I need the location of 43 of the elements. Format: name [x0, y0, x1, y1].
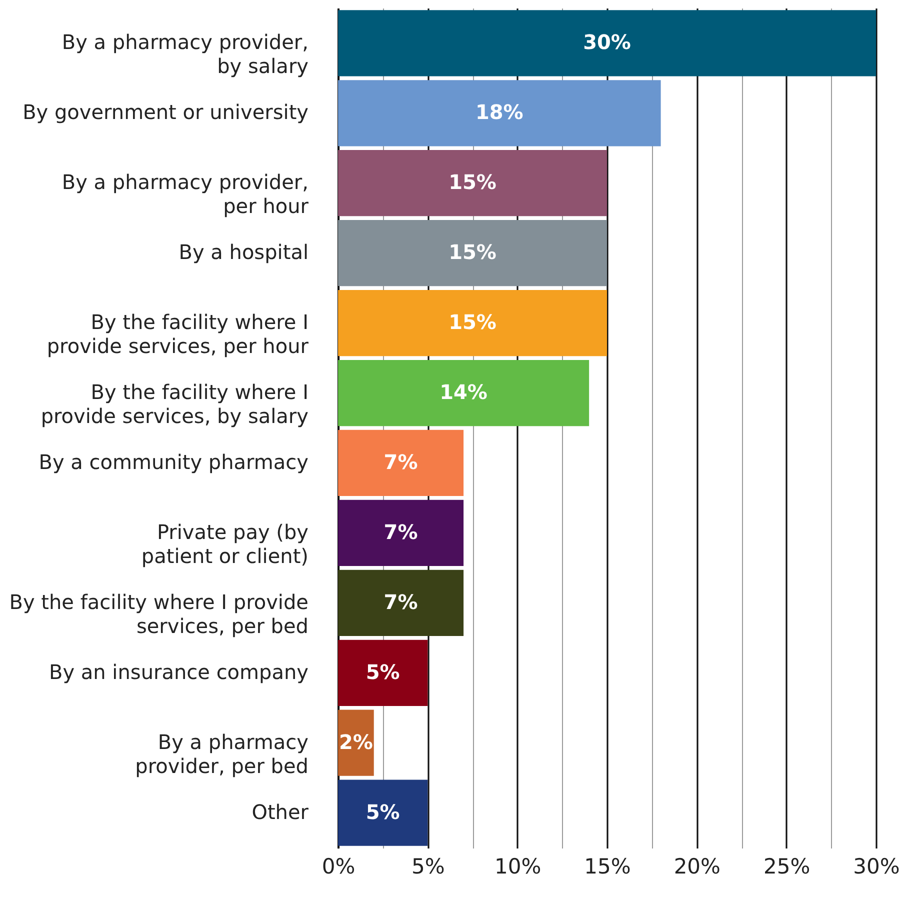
y-tick-label: By the facility where I provide services, per hour: [46, 310, 310, 358]
x-tick-label: 10%: [494, 854, 542, 878]
bar: [338, 80, 661, 146]
y-tick-label: By the facility where I provide services, by salary: [40, 380, 309, 428]
data-label: 15%: [448, 310, 496, 334]
data-label: 7%: [384, 450, 418, 474]
data-label: 5%: [366, 800, 400, 824]
y-tick-label: By an insurance company: [48, 660, 309, 684]
y-tick-label: Private pay (by patient or client): [141, 520, 309, 568]
data-label: 18%: [475, 100, 524, 124]
data-label: 5%: [366, 660, 400, 684]
bar: [338, 360, 590, 426]
data-label: 14%: [440, 380, 488, 404]
x-tick-label: 15%: [584, 854, 631, 878]
bar: [338, 500, 464, 566]
bar: [338, 10, 876, 76]
y-tick-label: By the facility where I provide services, per bed: [9, 590, 308, 638]
x-tick-label: 20%: [674, 854, 721, 878]
y-tick-label: By a pharmacy provider, by salary: [62, 30, 309, 78]
y-tick-label: By a community pharmacy: [38, 450, 309, 474]
data-label: 2%: [338, 730, 373, 754]
y-tick-label: By a hospital: [178, 240, 308, 264]
bar: [338, 570, 464, 636]
y-tick-label: By a pharmacy provider, per bed: [135, 730, 309, 778]
data-label: 15%: [448, 170, 496, 194]
bar: [338, 780, 428, 846]
data-label: 7%: [384, 590, 418, 614]
bar: [338, 220, 607, 286]
x-tick-label: 0%: [322, 854, 356, 878]
bar: [338, 150, 607, 216]
y-tick-label: By government or university: [22, 100, 309, 124]
bar: [338, 290, 607, 356]
data-label: 30%: [583, 30, 631, 54]
bar: [338, 640, 428, 706]
x-tick-label: 30%: [853, 854, 900, 878]
y-tick-label: By a pharmacy provider, per hour: [62, 170, 310, 218]
data-label: 7%: [384, 520, 418, 544]
x-tick-label: 25%: [763, 854, 810, 878]
bar: [338, 430, 464, 496]
x-tick-label: 5%: [412, 854, 445, 878]
bar: [338, 710, 374, 776]
y-tick-label: Other: [252, 800, 310, 824]
data-label: 15%: [448, 240, 496, 264]
